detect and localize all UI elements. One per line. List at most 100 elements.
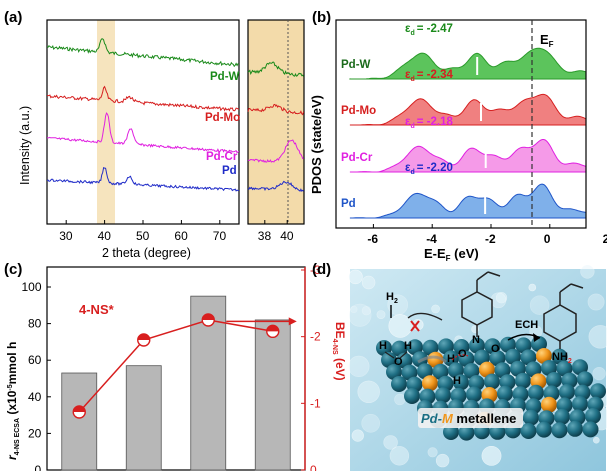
right-axis-ticks: 0 -1 -2 -3 xyxy=(301,263,321,471)
aminostyrene-molecule xyxy=(543,283,584,349)
pd-atom xyxy=(582,421,599,438)
pd-atom xyxy=(448,362,464,379)
pdos-x-tick-label: 0 xyxy=(544,232,551,246)
fermi-label: EF xyxy=(540,32,554,49)
pd-atom xyxy=(404,388,420,404)
be-annotation: 4-NS* xyxy=(79,302,115,317)
water-bubble xyxy=(588,325,607,349)
water-bubble xyxy=(348,303,372,327)
pd-atom xyxy=(376,340,392,356)
be-axis-title: BE4-NS (eV) xyxy=(331,322,347,381)
panel-a: (a) Pd-W Pd-Mo Pd-Cr Pd Intensity (a.u.)… xyxy=(4,9,305,260)
pd-atom xyxy=(536,421,552,438)
product-amine: NH2 xyxy=(552,351,572,365)
panel-b: (b) EF Pd-W εd = -2.47 Pd-Mo εd = -2.34 Pd-Cr ε… xyxy=(309,9,607,263)
axis-pointer-head xyxy=(288,317,297,326)
be-point-fill xyxy=(202,314,215,320)
pd-atom xyxy=(515,372,531,389)
x-tick-label: 30 xyxy=(59,229,73,243)
pd-atom xyxy=(520,423,537,439)
panel-d-label: (d) xyxy=(312,261,331,278)
pd-atom xyxy=(396,352,413,369)
adsorbed-h-2: H xyxy=(453,375,461,387)
water-bubble xyxy=(348,355,370,378)
rate-bar xyxy=(254,319,291,471)
water-bond-left xyxy=(384,351,395,359)
pdos-curve xyxy=(349,93,586,126)
series-label-pd: Pd xyxy=(222,165,237,177)
panel-c-label: (c) xyxy=(4,261,22,278)
series-label-pd-mo: Pd-Mo xyxy=(205,112,240,124)
pdos-curve xyxy=(349,183,586,219)
pd-atom xyxy=(417,363,433,380)
blocked-cross-icon xyxy=(410,320,420,332)
x-axis-title: 2 theta (degree) xyxy=(102,246,191,260)
pd-atom xyxy=(590,383,606,400)
series-label-pd-w: Pd-W xyxy=(210,71,240,83)
pdos-x-title: E-EF (eV) xyxy=(424,246,479,263)
water-bubble xyxy=(388,314,412,338)
pd-atom xyxy=(422,339,439,356)
pd-atom xyxy=(391,376,407,392)
pd-atom xyxy=(466,386,482,403)
x-axis-ticks: 30 40 50 60 70 38 40 xyxy=(59,220,294,243)
pd-atom xyxy=(572,396,588,412)
left-tick-label: 100 xyxy=(22,280,42,294)
water-o: O xyxy=(394,356,403,368)
pdos-row-label: Pd-Cr xyxy=(341,152,373,164)
inset-trace xyxy=(247,61,305,77)
pd-atom xyxy=(458,424,475,441)
pd-atom xyxy=(407,339,423,356)
pd-atom xyxy=(500,336,516,353)
water-bubble xyxy=(495,292,508,304)
bars xyxy=(61,295,291,471)
water-bubble xyxy=(387,294,409,316)
pd-atom xyxy=(463,363,480,379)
rate-bar xyxy=(125,365,162,471)
pd-atom xyxy=(484,373,500,390)
dband-center-value: εd = -2.20 xyxy=(405,162,453,176)
left-tick-label: 40 xyxy=(28,390,42,404)
right-tick-label: -3 xyxy=(310,263,321,277)
water-bubble xyxy=(376,310,386,319)
be-line xyxy=(78,319,273,413)
water-bubble xyxy=(592,436,600,444)
h2-curved-path xyxy=(407,312,443,321)
dband-center-value: εd = -2.18 xyxy=(405,116,453,130)
pdos-labels: Pd-W εd = -2.47 Pd-Mo εd = -2.34 Pd-Cr εd = -2.1… xyxy=(341,23,453,210)
water-bond-right xyxy=(399,351,408,359)
water-bubble xyxy=(587,293,605,311)
xrd-traces xyxy=(47,38,239,192)
nitro-n: N xyxy=(472,334,480,346)
xrd-trace xyxy=(47,112,239,154)
water-bubble xyxy=(528,283,537,292)
pd-atom xyxy=(438,338,454,355)
be-series xyxy=(72,313,297,419)
pdos-frame xyxy=(335,19,587,229)
pd-atom xyxy=(432,363,449,380)
inset-x-tick-label: 38 xyxy=(258,229,272,243)
pd-atom xyxy=(381,352,397,368)
adsorbed-h-1: H xyxy=(447,353,455,365)
x-tick-label: 70 xyxy=(213,229,227,243)
xrd-trace xyxy=(47,38,239,68)
pdos-row-label: Pd xyxy=(341,198,356,210)
water-h-left: H xyxy=(379,340,387,352)
water-h-right: H xyxy=(404,340,412,352)
pdos-curve xyxy=(349,47,586,80)
ech-arrowhead xyxy=(533,333,540,342)
pd-atom xyxy=(515,337,532,354)
water-bubble xyxy=(361,306,372,316)
pd-atom xyxy=(520,349,537,366)
water-bubble xyxy=(580,264,595,279)
x-tick-label: 40 xyxy=(98,229,112,243)
series-label-pd-cr: Pd-Cr xyxy=(206,151,238,163)
pd-atom xyxy=(386,364,402,380)
pd-atom xyxy=(435,387,451,404)
metallene-label-box xyxy=(418,408,523,428)
dband-center-value: εd = -2.34 xyxy=(405,69,453,83)
left-tick-label: 20 xyxy=(28,426,42,440)
pd-atom xyxy=(489,350,506,367)
be-point-fill xyxy=(73,406,86,412)
pd-atom xyxy=(525,361,542,378)
